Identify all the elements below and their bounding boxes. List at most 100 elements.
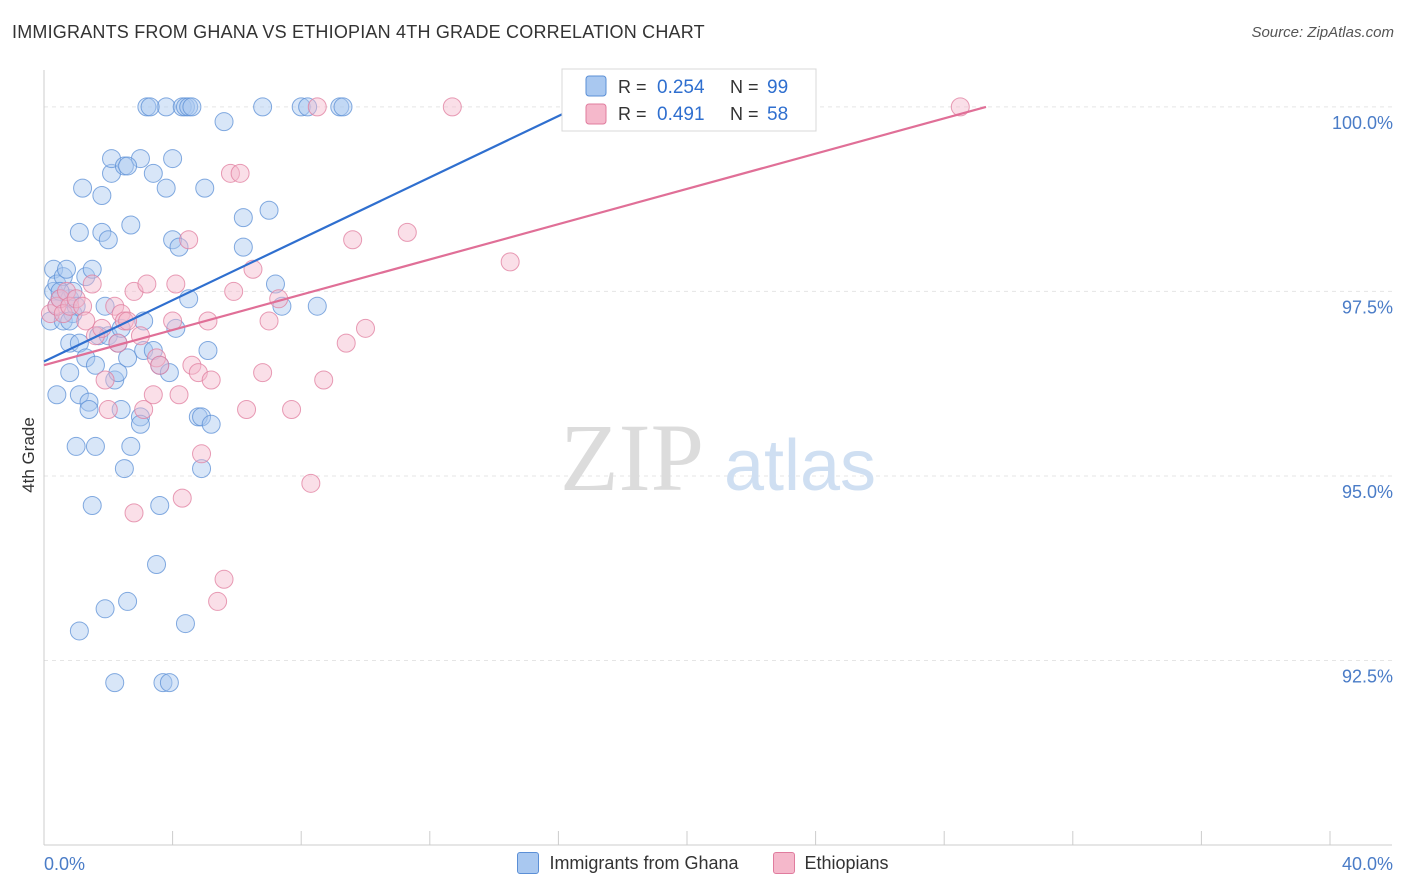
legend-r-value-ethiopians: 0.491 — [657, 104, 705, 125]
ghana-point-61 — [159, 363, 179, 383]
ethiopian-point-26 — [150, 355, 170, 375]
ghana-point-81 — [253, 97, 273, 117]
ghana-point-19 — [69, 222, 89, 242]
ghana-point-91 — [82, 259, 102, 279]
ghana-point-95 — [60, 311, 80, 331]
ethiopian-point-42 — [237, 400, 257, 420]
ghana-point-66 — [169, 237, 189, 257]
ghana-point-54 — [143, 163, 163, 183]
ethiopian-point-31 — [179, 230, 199, 250]
ethiopian-point-53 — [356, 318, 375, 338]
ghana-point-64 — [163, 230, 183, 250]
ghana-point-76 — [198, 340, 218, 360]
ethiopian-point-41 — [230, 163, 250, 183]
ethiopian-point-52 — [343, 230, 363, 250]
ghana-point-31 — [95, 599, 115, 619]
ghana-point-83 — [265, 274, 285, 294]
x-tick-label-max: 40.0% — [1342, 854, 1393, 874]
ethiopian-point-6 — [66, 289, 86, 309]
ethiopian-point-2 — [50, 289, 70, 309]
source-label: Source: ZipAtlas.com — [1251, 24, 1394, 41]
ghana-point-43 — [118, 591, 138, 611]
ethiopian-point-55 — [442, 97, 462, 117]
x-tick-label-min: 0.0% — [44, 854, 85, 874]
y-tick-label-0: 92.5% — [1342, 666, 1393, 686]
ghana-point-55 — [147, 555, 167, 575]
ethiopian-point-29 — [169, 385, 189, 405]
ghana-point-30 — [92, 185, 112, 205]
ethiopian-point-7 — [73, 296, 93, 316]
bottom-legend-label-ethiopians: Ethiopians — [804, 852, 889, 873]
ethiopian-point-36 — [201, 370, 221, 390]
ethiopian-point-4 — [57, 281, 77, 301]
ghana-point-74 — [192, 459, 212, 479]
legend-r-label-ghana: R = — [618, 77, 647, 97]
ethiopian-point-24 — [143, 385, 163, 405]
ghana-point-29 — [92, 222, 112, 242]
ghana-point-49 — [130, 414, 150, 434]
ghana-point-82 — [259, 200, 279, 220]
ghana-point-62 — [159, 673, 179, 693]
ethiopian-point-39 — [220, 163, 240, 183]
ghana-point-94 — [105, 673, 125, 693]
legend-n-value-ghana: 99 — [767, 77, 788, 98]
ghana-point-33 — [98, 230, 118, 250]
ghana-point-86 — [298, 97, 318, 117]
ghana-point-89 — [333, 97, 353, 117]
ethiopian-point-44 — [253, 363, 273, 383]
ghana-point-93 — [69, 621, 89, 641]
ghana-point-90 — [50, 281, 70, 301]
ethiopian-point-9 — [82, 274, 102, 294]
grid-lines — [44, 106, 1392, 661]
ghana-point-97 — [140, 97, 160, 117]
ghana-point-45 — [121, 436, 141, 456]
trend-lines — [43, 69, 987, 367]
chart-title: IMMIGRANTS FROM GHANA VS ETHIOPIAN 4TH G… — [12, 22, 705, 42]
ethiopian-point-28 — [166, 274, 186, 294]
y-tick-label-1: 95.0% — [1342, 482, 1393, 502]
tick-labels: 92.5% 95.0% 97.5% 100.0% 0.0% 40.0% — [44, 113, 1393, 874]
trend-line-ghana — [43, 69, 656, 363]
ghana-point-21 — [76, 267, 96, 287]
legend-r-label-ethiopians: R = — [618, 104, 647, 124]
ghana-point-6 — [47, 385, 67, 405]
ghana-point-17 — [69, 385, 89, 405]
bottom-legend-label-ghana: Immigrants from Ghana — [549, 852, 739, 873]
ghana-point-78 — [214, 112, 234, 132]
ghana-point-46 — [121, 215, 141, 235]
ethiopian-point-8 — [76, 311, 96, 331]
bottom-legend-ghana[interactable]: Immigrants from Ghana — [517, 852, 739, 874]
ghana-point-44 — [118, 348, 138, 368]
ghana-point-60 — [156, 178, 176, 198]
watermark-zip: ZIP — [560, 404, 704, 511]
legend-n-label-ethiopians: N = — [730, 104, 759, 124]
ethiopian-point-51 — [336, 333, 356, 353]
ghana-point-79 — [233, 237, 253, 257]
ethiopian-point-57 — [950, 97, 970, 117]
ethiopian-point-48 — [301, 473, 321, 493]
ethiopian-point-13 — [98, 400, 118, 420]
ethiopian-point-23 — [137, 274, 157, 294]
ghana-point-42 — [114, 459, 134, 479]
ghana-point-80 — [233, 208, 253, 228]
ethiopian-point-12 — [95, 370, 115, 390]
ethiopian-point-14 — [105, 296, 125, 316]
ghana-point-96 — [95, 296, 115, 316]
ghana-point-25 — [82, 495, 102, 515]
trend-line-ethiopians — [43, 105, 987, 367]
legend-swatch-ethiopians — [585, 103, 607, 125]
legend-n-value-ethiopians: 58 — [767, 104, 788, 125]
y-tick-label-2: 97.5% — [1342, 297, 1393, 317]
watermark-atlas: atlas — [724, 426, 876, 506]
ethiopian-point-3 — [53, 304, 73, 324]
ghana-point-77 — [201, 414, 221, 434]
ghana-point-98 — [182, 97, 202, 117]
data-points — [40, 97, 970, 693]
ghana-point-63 — [163, 149, 183, 169]
ghana-point-24 — [79, 400, 99, 420]
bottom-legend-ethiopians[interactable]: Ethiopians — [772, 852, 889, 874]
ethiopian-point-30 — [172, 488, 192, 508]
ghana-point-16 — [66, 436, 86, 456]
bottom-legend-swatch-ghana — [517, 852, 540, 874]
